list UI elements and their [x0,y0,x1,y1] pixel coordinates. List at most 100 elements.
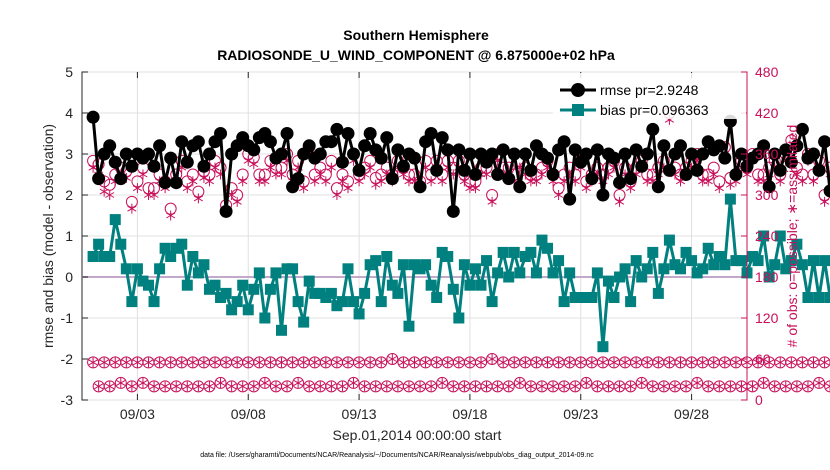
bias-point [320,292,332,303]
rmse-point [596,188,610,202]
obs-possible-marker-low [114,376,127,389]
bias-point [813,292,825,303]
bias-point [287,263,299,275]
obs-assimilated-marker-low [554,357,564,368]
obs-assimilated-marker-low [332,357,342,368]
rmse-point [391,143,405,157]
bias-point [397,259,409,271]
obs-assimilated-marker-low [587,357,597,368]
bias-point [104,251,116,262]
bias-point [226,304,238,316]
bias-point [719,259,731,271]
bias-point [691,267,703,279]
bias-point [154,263,166,275]
obs-assimilated-marker-low [210,357,220,368]
bias-point [680,246,692,258]
obs-assimilated-marker-low [265,357,275,368]
bias-point [475,279,487,291]
obs-assimilated-marker [808,176,819,187]
obs-assimilated-marker-low [260,377,270,388]
obs-assimilated-marker-low [99,357,109,368]
bias-point [763,271,775,283]
obs-assimilated-marker-low [714,381,724,392]
bias-point [270,267,282,279]
obs-assimilated-marker-low [764,357,774,368]
bias-point [625,296,637,308]
obs-assimilated-marker-low [770,381,780,392]
bias-point [170,242,182,254]
bias-point [542,242,553,254]
rmse-point [463,147,477,161]
bias-point [553,255,565,267]
rmse-point [585,172,599,186]
obs-assimilated-marker [531,176,541,187]
bias-point [464,279,476,291]
bias-point [558,296,570,308]
rmse-point [502,172,516,186]
rmse-point [541,151,554,165]
obs-assimilated-marker [614,196,625,207]
obs-assimilated-marker [709,169,719,180]
obs-assimilated-marker-low [404,381,414,392]
obs-assimilated-marker-low [481,381,492,392]
bias-point [126,296,138,308]
rmse-point [330,122,344,136]
rmse-point [768,147,782,161]
y2-tick-label: 180 [755,269,779,285]
obs-assimilated-marker [321,176,331,187]
y2-tick-label: 420 [755,105,779,121]
obs-assimilated-marker-low [559,381,569,392]
rmse-point [169,176,183,190]
obs-assimilated-marker-low [127,381,137,392]
obs-assimilated-marker-low [448,381,458,392]
obs-assimilated-marker-low [105,381,115,392]
obs-assimilated-marker-low [520,357,530,368]
y-tick-label: 0 [65,269,73,285]
obs-assimilated-marker [204,176,215,187]
rmse-point [773,163,787,177]
chart-subtitle: RADIOSONDE_U_WIND_COMPONENT @ 6.875000e+… [217,47,615,63]
rmse-point [779,143,793,157]
bias-point [220,287,232,299]
rmse-point [219,204,233,218]
rmse-point [452,143,466,157]
bias-point [381,251,393,262]
rmse-point [164,151,178,165]
rmse-point [92,172,106,186]
bias-point [276,324,287,336]
obs-assimilated-marker-low [398,357,408,368]
rmse-point [457,163,471,177]
bias-point [514,267,526,279]
bias-point [131,263,143,275]
y-tick-label: 3 [65,146,73,162]
bias-point [192,267,204,279]
obs-assimilated-marker-low [565,357,575,368]
y-axis-label: rmse and bias (model - observation) [40,124,56,348]
obs-assimilated-marker [249,159,259,170]
obs-assimilated-marker [105,190,115,200]
x-tick-label: 09/18 [452,406,487,422]
rmse-point [202,147,216,161]
obs-possible-marker-low [136,376,149,389]
obs-possible-marker-low [569,380,582,393]
bias-point [203,283,215,295]
x-tick-label: 09/03 [120,406,155,422]
bias-point [747,251,759,262]
obs-assimilated-marker [714,183,724,194]
obs-assimilated-marker-low [664,357,674,368]
rmse-point [424,127,438,140]
obs-assimilated-marker-low [515,377,525,388]
rmse-point [690,163,704,177]
bias-point [253,267,265,279]
obs-possible-marker-low [375,356,388,369]
rmse-point [313,147,327,161]
x-tick-label: 09/08 [231,406,266,422]
obs-assimilated-marker-low [487,354,497,364]
obs-assimilated-marker-low [132,357,142,368]
legend: rmse pr=2.9248 bias pr=0.096363 [553,73,746,119]
obs-assimilated-marker-low [759,377,769,388]
obs-possible-marker-low [436,376,449,389]
rmse-point [507,147,521,161]
obs-assimilated-marker-low [603,381,614,392]
bias-point [675,263,686,275]
